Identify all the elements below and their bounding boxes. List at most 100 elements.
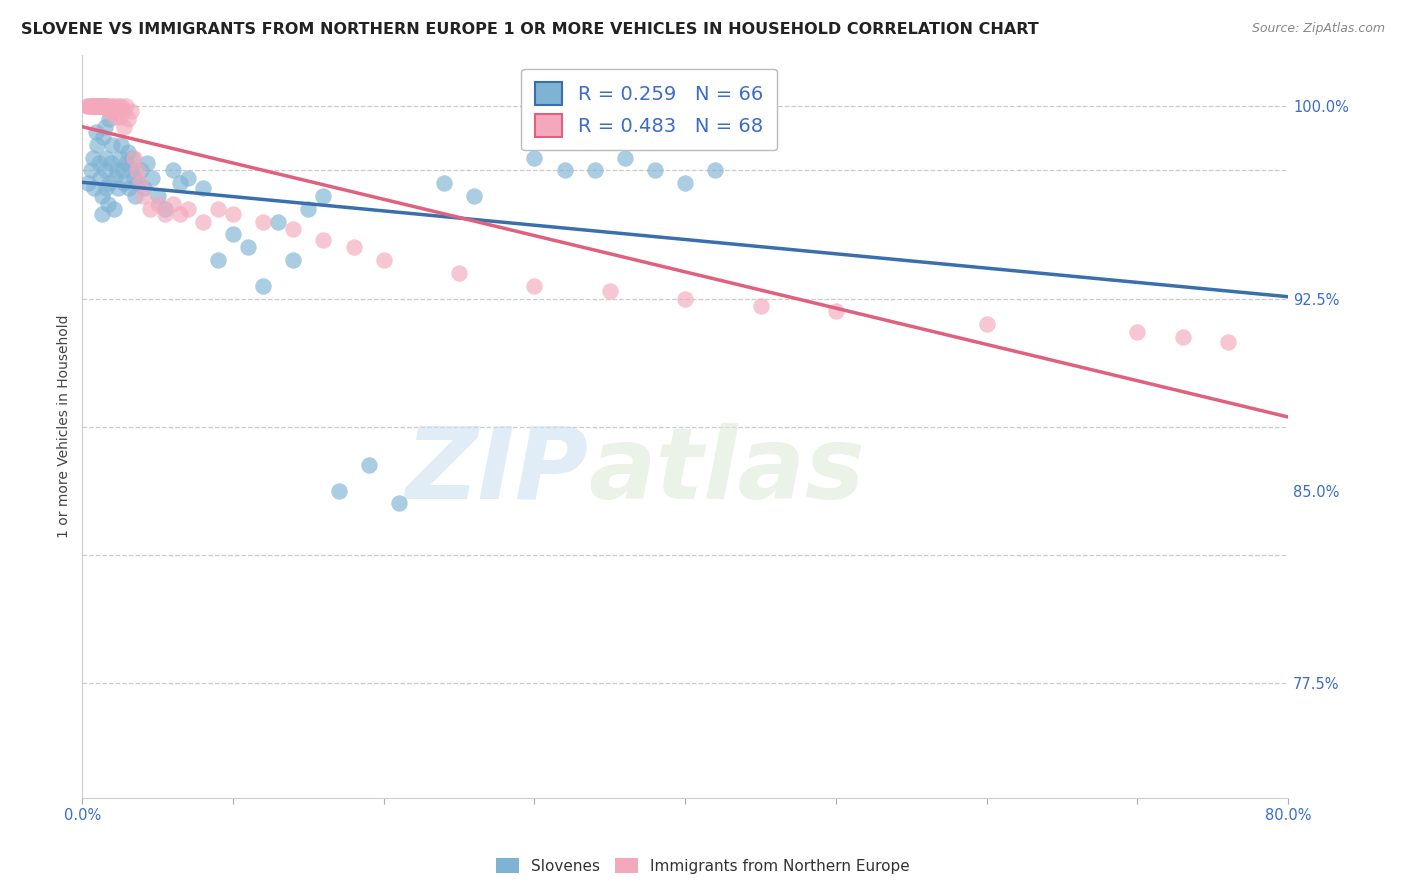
Immigrants from Northern Europe	[84, 99, 107, 113]
Immigrants from Northern Europe	[89, 99, 111, 113]
Immigrants from Northern Europe	[86, 99, 108, 113]
Slovenes	[105, 163, 128, 178]
Immigrants from Northern Europe	[82, 99, 104, 113]
Slovenes	[523, 151, 546, 165]
Slovenes	[169, 176, 191, 190]
Slovenes	[82, 151, 104, 165]
Immigrants from Northern Europe	[90, 99, 112, 113]
Slovenes	[93, 130, 115, 145]
Immigrants from Northern Europe	[146, 196, 169, 211]
Immigrants from Northern Europe	[283, 222, 305, 236]
Slovenes	[207, 253, 229, 268]
Immigrants from Northern Europe	[101, 104, 124, 119]
Slovenes	[98, 176, 121, 190]
Immigrants from Northern Europe	[97, 99, 120, 113]
Immigrants from Northern Europe	[76, 99, 98, 113]
Slovenes	[96, 181, 118, 195]
Slovenes	[120, 163, 142, 178]
Immigrants from Northern Europe	[191, 214, 214, 228]
Immigrants from Northern Europe	[139, 202, 162, 216]
Slovenes	[132, 181, 155, 195]
Immigrants from Northern Europe	[94, 99, 117, 113]
Slovenes	[77, 176, 100, 190]
Immigrants from Northern Europe	[107, 99, 129, 113]
Immigrants from Northern Europe	[80, 99, 103, 113]
Immigrants from Northern Europe	[673, 292, 696, 306]
Slovenes	[90, 207, 112, 221]
Slovenes	[97, 196, 120, 211]
Immigrants from Northern Europe	[825, 304, 848, 318]
Immigrants from Northern Europe	[89, 99, 111, 113]
Immigrants from Northern Europe	[1216, 334, 1239, 349]
Immigrants from Northern Europe	[153, 207, 176, 221]
Immigrants from Northern Europe	[110, 99, 132, 113]
Immigrants from Northern Europe	[105, 104, 128, 119]
Slovenes	[124, 189, 146, 203]
Immigrants from Northern Europe	[117, 112, 139, 127]
Slovenes	[104, 171, 127, 186]
Slovenes	[136, 155, 159, 169]
Immigrants from Northern Europe	[115, 99, 138, 113]
Slovenes	[328, 483, 350, 498]
Slovenes	[297, 202, 319, 216]
Immigrants from Northern Europe	[104, 110, 127, 124]
Immigrants from Northern Europe	[103, 99, 125, 113]
Slovenes	[122, 171, 145, 186]
Immigrants from Northern Europe	[120, 104, 142, 119]
Slovenes	[704, 163, 727, 178]
Immigrants from Northern Europe	[79, 99, 101, 113]
Immigrants from Northern Europe	[93, 99, 115, 113]
Slovenes	[115, 155, 138, 169]
Immigrants from Northern Europe	[87, 99, 110, 113]
Immigrants from Northern Europe	[80, 99, 103, 113]
Slovenes	[90, 189, 112, 203]
Immigrants from Northern Europe	[114, 120, 136, 134]
Slovenes	[121, 151, 143, 165]
Slovenes	[87, 155, 110, 169]
Slovenes	[107, 181, 129, 195]
Slovenes	[83, 181, 105, 195]
Slovenes	[111, 163, 134, 178]
Text: ZIP: ZIP	[406, 423, 589, 520]
Immigrants from Northern Europe	[83, 99, 105, 113]
Slovenes	[252, 278, 274, 293]
Immigrants from Northern Europe	[108, 110, 131, 124]
Slovenes	[89, 171, 111, 186]
Immigrants from Northern Europe	[84, 99, 107, 113]
Slovenes	[153, 202, 176, 216]
Slovenes	[644, 163, 666, 178]
Immigrants from Northern Europe	[122, 151, 145, 165]
Slovenes	[673, 176, 696, 190]
Immigrants from Northern Europe	[177, 202, 200, 216]
Immigrants from Northern Europe	[207, 202, 229, 216]
Immigrants from Northern Europe	[1126, 325, 1149, 339]
Immigrants from Northern Europe	[96, 99, 118, 113]
Immigrants from Northern Europe	[169, 207, 191, 221]
Slovenes	[222, 227, 245, 242]
Immigrants from Northern Europe	[162, 196, 184, 211]
Text: SLOVENE VS IMMIGRANTS FROM NORTHERN EUROPE 1 OR MORE VEHICLES IN HOUSEHOLD CORRE: SLOVENE VS IMMIGRANTS FROM NORTHERN EURO…	[21, 22, 1039, 37]
Immigrants from Northern Europe	[312, 233, 335, 247]
Immigrants from Northern Europe	[449, 266, 471, 280]
Immigrants from Northern Europe	[749, 299, 772, 313]
Slovenes	[108, 151, 131, 165]
Slovenes	[94, 120, 117, 134]
Legend: R = 0.259   N = 66, R = 0.483   N = 68: R = 0.259 N = 66, R = 0.483 N = 68	[522, 69, 776, 151]
Immigrants from Northern Europe	[96, 99, 118, 113]
Text: atlas: atlas	[589, 423, 865, 520]
Slovenes	[127, 176, 149, 190]
Slovenes	[86, 137, 108, 152]
Text: Source: ZipAtlas.com: Source: ZipAtlas.com	[1251, 22, 1385, 36]
Slovenes	[118, 181, 141, 195]
Slovenes	[191, 181, 214, 195]
Slovenes	[100, 155, 122, 169]
Slovenes	[177, 171, 200, 186]
Slovenes	[613, 151, 636, 165]
Slovenes	[146, 189, 169, 203]
Immigrants from Northern Europe	[222, 207, 245, 221]
Immigrants from Northern Europe	[373, 253, 395, 268]
Slovenes	[94, 163, 117, 178]
Immigrants from Northern Europe	[98, 104, 121, 119]
Slovenes	[110, 137, 132, 152]
Slovenes	[312, 189, 335, 203]
